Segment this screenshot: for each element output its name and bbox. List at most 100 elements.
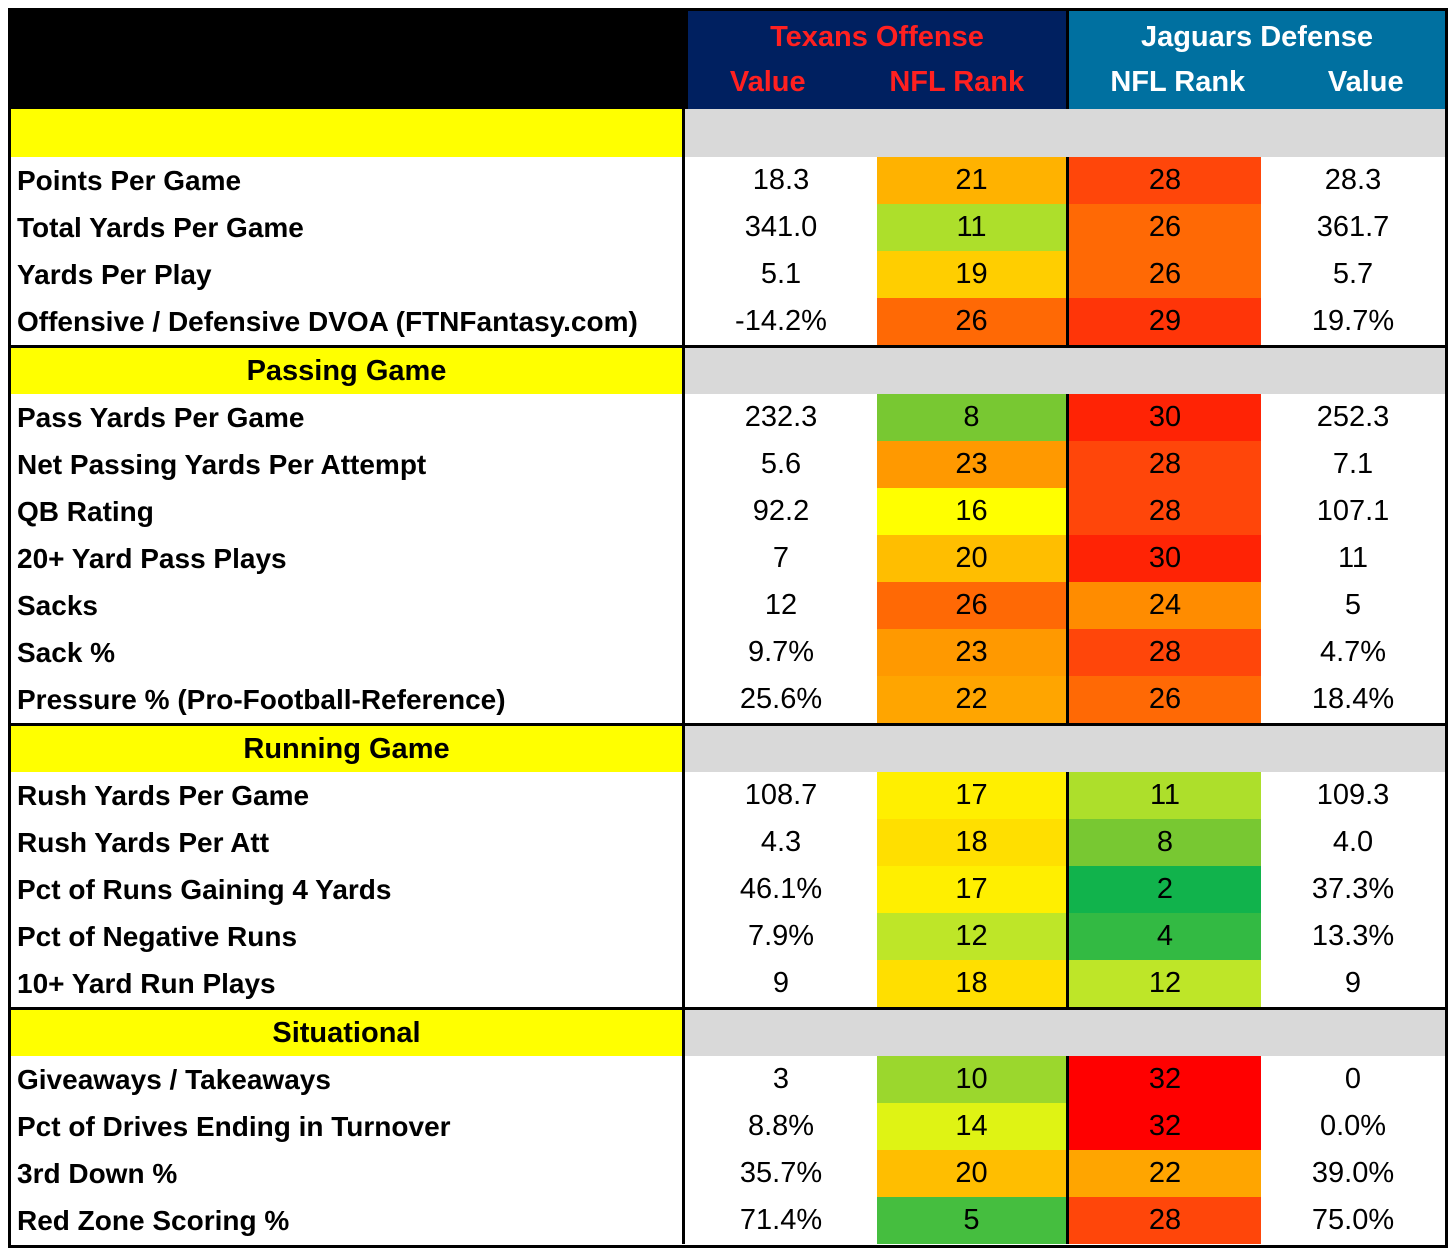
row-label: Pct of Negative Runs xyxy=(11,913,685,960)
texans-value: 4.3 xyxy=(760,826,802,858)
texans-rank: 10 xyxy=(877,1056,1069,1103)
jaguars-rank: 29 xyxy=(1069,298,1261,345)
texans-rank: 17 xyxy=(877,866,1069,913)
texans-value: -14.2% xyxy=(735,305,827,337)
texans-rank: 21 xyxy=(877,157,1069,204)
texans-value: 9 xyxy=(772,967,790,999)
jaguars-value: 0.0% xyxy=(1319,1110,1387,1142)
jaguars-rank: 26 xyxy=(1069,251,1261,298)
texans-rank: 26 xyxy=(877,582,1069,629)
texans-rank: 5 xyxy=(877,1197,1069,1244)
jaguars-value: 107.1 xyxy=(1316,495,1390,527)
jaguars-rank: 30 xyxy=(1069,535,1261,582)
section-fill xyxy=(685,1007,1445,1056)
jaguars-value: 11 xyxy=(1337,542,1369,574)
jaguars-rank: 4 xyxy=(1069,913,1261,960)
texans-rank: 19 xyxy=(877,251,1069,298)
texans-rank-header: NFL Rank xyxy=(889,66,1025,98)
texans-value: 341.0 xyxy=(744,211,818,243)
texans-rank: 11 xyxy=(877,204,1069,251)
texans-rank: 26 xyxy=(877,298,1069,345)
texans-value: 18.3 xyxy=(752,164,810,196)
texans-value: 92.2 xyxy=(752,495,810,527)
jaguars-rank: 2 xyxy=(1069,866,1261,913)
jaguars-rank: 32 xyxy=(1069,1056,1261,1103)
texans-value: 46.1% xyxy=(739,873,823,905)
jaguars-value: 19.7% xyxy=(1311,305,1395,337)
texans-rank: 20 xyxy=(877,1150,1069,1197)
texans-value: 232.3 xyxy=(744,401,818,433)
row-label: Sacks xyxy=(11,582,685,629)
row-label: Total Yards Per Game xyxy=(11,204,685,251)
row-label: Pass Yards Per Game xyxy=(11,394,685,441)
row-label: Rush Yards Per Game xyxy=(11,772,685,819)
jaguars-value: 5 xyxy=(1344,589,1362,621)
jaguars-rank: 24 xyxy=(1069,582,1261,629)
section-title: Situational xyxy=(11,1007,685,1056)
jaguars-rank: 32 xyxy=(1069,1103,1261,1150)
section-title xyxy=(11,109,685,157)
texans-value-header: Value xyxy=(729,66,806,98)
jaguars-value: 252.3 xyxy=(1316,401,1390,433)
jaguars-value: 28.3 xyxy=(1324,164,1382,196)
texans-rank: 8 xyxy=(877,394,1069,441)
texans-value: 25.6% xyxy=(739,683,823,715)
jaguars-value: 0 xyxy=(1344,1063,1362,1095)
row-label: Net Passing Yards Per Attempt xyxy=(11,441,685,488)
jaguars-rank-header: NFL Rank xyxy=(1110,66,1246,98)
jaguars-rank: 12 xyxy=(1069,960,1261,1007)
row-label: Pressure % (Pro-Football-Reference) xyxy=(11,676,685,723)
texans-rank: 17 xyxy=(877,772,1069,819)
row-label: 3rd Down % xyxy=(11,1150,685,1197)
texans-value: 108.7 xyxy=(744,779,818,811)
jaguars-value: 5.7 xyxy=(1332,258,1374,290)
jaguars-value: 9 xyxy=(1344,967,1362,999)
texans-rank: 23 xyxy=(877,629,1069,676)
row-label: 20+ Yard Pass Plays xyxy=(11,535,685,582)
jaguars-defense-header: Jaguars Defense NFL Rank Value xyxy=(1069,11,1445,109)
jaguars-value: 39.0% xyxy=(1311,1157,1395,1189)
row-label: Pct of Runs Gaining 4 Yards xyxy=(11,866,685,913)
jaguars-value: 37.3% xyxy=(1311,873,1395,905)
jaguars-team-name: Jaguars Defense xyxy=(1140,21,1374,53)
texans-value: 5.6 xyxy=(760,448,802,480)
texans-value: 5.1 xyxy=(760,258,802,290)
section-title: Passing Game xyxy=(11,345,685,394)
texans-rank: 18 xyxy=(877,819,1069,866)
jaguars-value: 13.3% xyxy=(1311,920,1395,952)
row-label: Points Per Game xyxy=(11,157,685,204)
jaguars-rank: 28 xyxy=(1069,1197,1261,1244)
jaguars-value: 75.0% xyxy=(1311,1204,1395,1236)
jaguars-rank: 28 xyxy=(1069,157,1261,204)
header-blank xyxy=(11,11,685,109)
texans-value: 7.9% xyxy=(747,920,815,952)
jaguars-rank: 8 xyxy=(1069,819,1261,866)
row-label: Red Zone Scoring % xyxy=(11,1197,685,1244)
texans-rank: 20 xyxy=(877,535,1069,582)
section-fill xyxy=(685,345,1445,394)
jaguars-value: 4.7% xyxy=(1319,636,1387,668)
row-label: Giveaways / Takeaways xyxy=(11,1056,685,1103)
texans-rank: 14 xyxy=(877,1103,1069,1150)
texans-value: 71.4% xyxy=(739,1204,823,1236)
section-title: Running Game xyxy=(11,723,685,772)
texans-offense-header: Texans Offense Value NFL Rank xyxy=(685,11,1069,109)
jaguars-value: 4.0 xyxy=(1332,826,1374,858)
row-label: Offensive / Defensive DVOA (FTNFantasy.c… xyxy=(11,298,685,345)
texans-rank: 18 xyxy=(877,960,1069,1007)
row-label: Sack % xyxy=(11,629,685,676)
section-fill xyxy=(685,723,1445,772)
row-label: Yards Per Play xyxy=(11,251,685,298)
row-label: 10+ Yard Run Plays xyxy=(11,960,685,1007)
texans-value: 9.7% xyxy=(747,636,815,668)
row-label: QB Rating xyxy=(11,488,685,535)
matchup-table: Texans Offense Value NFL Rank Jaguars De… xyxy=(8,8,1448,1248)
row-label: Pct of Drives Ending in Turnover xyxy=(11,1103,685,1150)
jaguars-value-header: Value xyxy=(1327,66,1404,98)
texans-value: 8.8% xyxy=(747,1110,815,1142)
row-label: Rush Yards Per Att xyxy=(11,819,685,866)
jaguars-rank: 22 xyxy=(1069,1150,1261,1197)
texans-rank: 23 xyxy=(877,441,1069,488)
texans-rank: 16 xyxy=(877,488,1069,535)
jaguars-value: 109.3 xyxy=(1316,779,1390,811)
